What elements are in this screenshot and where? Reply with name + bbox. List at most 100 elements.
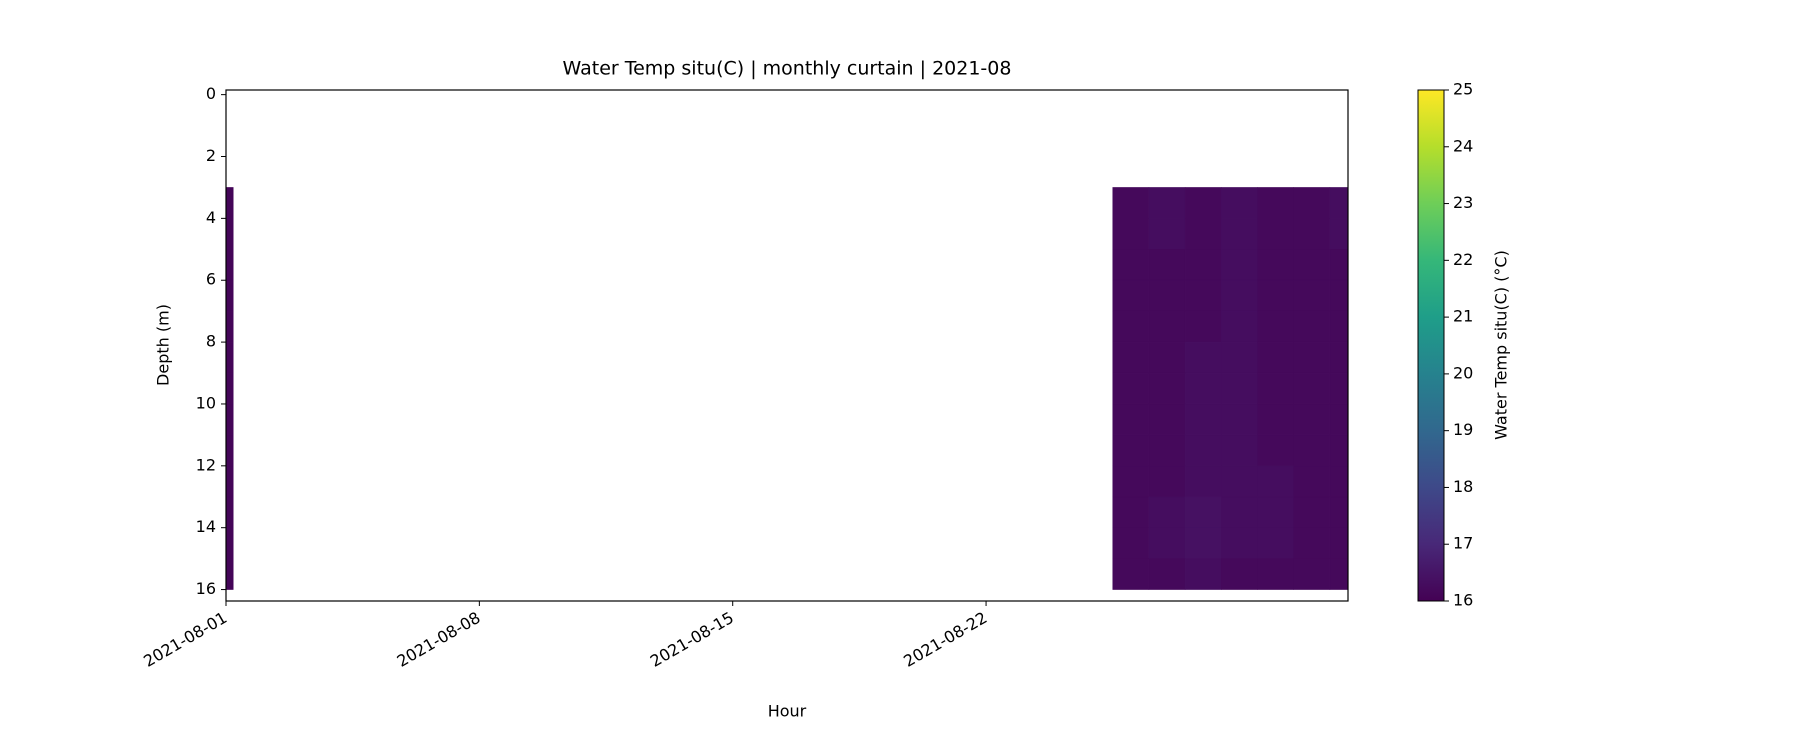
- cell: [1221, 527, 1258, 559]
- cell: [1221, 465, 1258, 498]
- cell: [1221, 372, 1258, 405]
- y-tick-label: 14: [196, 517, 216, 536]
- cell: [1148, 218, 1186, 250]
- cell: [1148, 372, 1186, 405]
- cell: [1112, 341, 1150, 374]
- cell: [1148, 434, 1186, 467]
- cell: [1329, 527, 1349, 559]
- cell: [225, 218, 234, 250]
- colorbar-tick-label: 21: [1453, 307, 1473, 326]
- y-tick-label: 12: [196, 455, 216, 474]
- cell: [1293, 310, 1331, 343]
- colorbar-tick-label: 19: [1453, 420, 1473, 439]
- colorbar-tick-label: 24: [1453, 136, 1473, 155]
- cell: [1257, 403, 1294, 436]
- y-tick-label: 4: [206, 208, 216, 227]
- cell: [1184, 496, 1222, 528]
- y-axis-label: Depth (m): [154, 304, 173, 386]
- chart-title: Water Temp situ(C) | monthly curtain | 2…: [563, 58, 1012, 80]
- cell: [1257, 372, 1294, 405]
- colorbar-tick-label: 18: [1453, 477, 1473, 496]
- cell: [1293, 218, 1331, 250]
- cell: [1112, 372, 1150, 405]
- cell: [1112, 496, 1150, 528]
- x-tick-label: 2021-08-15: [647, 608, 737, 671]
- y-tick-label: 16: [196, 579, 216, 598]
- cell: [1257, 558, 1294, 590]
- cell: [1148, 403, 1186, 436]
- cell: [1184, 465, 1222, 498]
- cell: [225, 527, 234, 559]
- cell: [1329, 558, 1349, 590]
- cell: [1184, 310, 1222, 343]
- colorbar-tick-label: 22: [1453, 250, 1473, 269]
- cell: [1112, 558, 1150, 590]
- cell: [225, 465, 234, 498]
- cell: [1148, 465, 1186, 498]
- cell: [1257, 496, 1294, 528]
- cell: [1329, 249, 1349, 281]
- cell: [1112, 527, 1150, 559]
- cell: [1221, 310, 1258, 343]
- cell: [1329, 496, 1349, 528]
- cell: [225, 372, 234, 405]
- cell: [1329, 187, 1349, 219]
- cell: [1293, 527, 1331, 559]
- cell: [1221, 496, 1258, 528]
- cell: [1329, 403, 1349, 436]
- cell: [1148, 496, 1186, 528]
- cell: [1329, 279, 1349, 312]
- cell: [1257, 218, 1294, 250]
- plot-frame: [225, 89, 1349, 602]
- cell: [1293, 403, 1331, 436]
- cell: [1184, 249, 1222, 281]
- cell: [1257, 249, 1294, 281]
- cell: [225, 496, 234, 528]
- cell: [1329, 218, 1349, 250]
- cell: [225, 341, 234, 374]
- cell: [1148, 527, 1186, 559]
- cell: [1112, 310, 1150, 343]
- y-tick-label: 8: [206, 332, 216, 351]
- cell: [1148, 187, 1186, 219]
- y-tick-label: 10: [196, 393, 216, 412]
- cell: [1112, 403, 1150, 436]
- cell: [1257, 434, 1294, 467]
- y-tick-label: 0: [206, 84, 216, 103]
- cell: [225, 249, 234, 281]
- cell: [1257, 310, 1294, 343]
- cell: [1257, 527, 1294, 559]
- cell: [1329, 310, 1349, 343]
- x-axis-label: Hour: [768, 702, 807, 721]
- cell: [1148, 310, 1186, 343]
- cell: [1184, 403, 1222, 436]
- cell: [1112, 434, 1150, 467]
- colorbar-tick-label: 17: [1453, 534, 1473, 553]
- cell: [1148, 341, 1186, 374]
- cell: [1257, 465, 1294, 498]
- cell: [1184, 218, 1222, 250]
- cell: [225, 310, 234, 343]
- cell: [1293, 372, 1331, 405]
- colorbar-label: Water Temp situ(C) (°C): [1492, 250, 1511, 440]
- x-tick-label: 2021-08-01: [140, 608, 230, 671]
- cell: [1329, 434, 1349, 467]
- cell: [1329, 372, 1349, 405]
- cell: [1221, 279, 1258, 312]
- cell: [1293, 187, 1331, 219]
- cell: [225, 279, 234, 312]
- cell: [225, 187, 234, 219]
- cell: [1112, 218, 1150, 250]
- x-tick-label: 2021-08-08: [394, 608, 484, 671]
- cell: [1184, 187, 1222, 219]
- cell: [1293, 279, 1331, 312]
- cell: [1329, 341, 1349, 374]
- cell: [1293, 434, 1331, 467]
- colorbar-tick-label: 20: [1453, 363, 1473, 382]
- cell: [1112, 249, 1150, 281]
- cell: [1184, 372, 1222, 405]
- cell: [1329, 465, 1349, 498]
- cell: [1184, 527, 1222, 559]
- cell: [1221, 403, 1258, 436]
